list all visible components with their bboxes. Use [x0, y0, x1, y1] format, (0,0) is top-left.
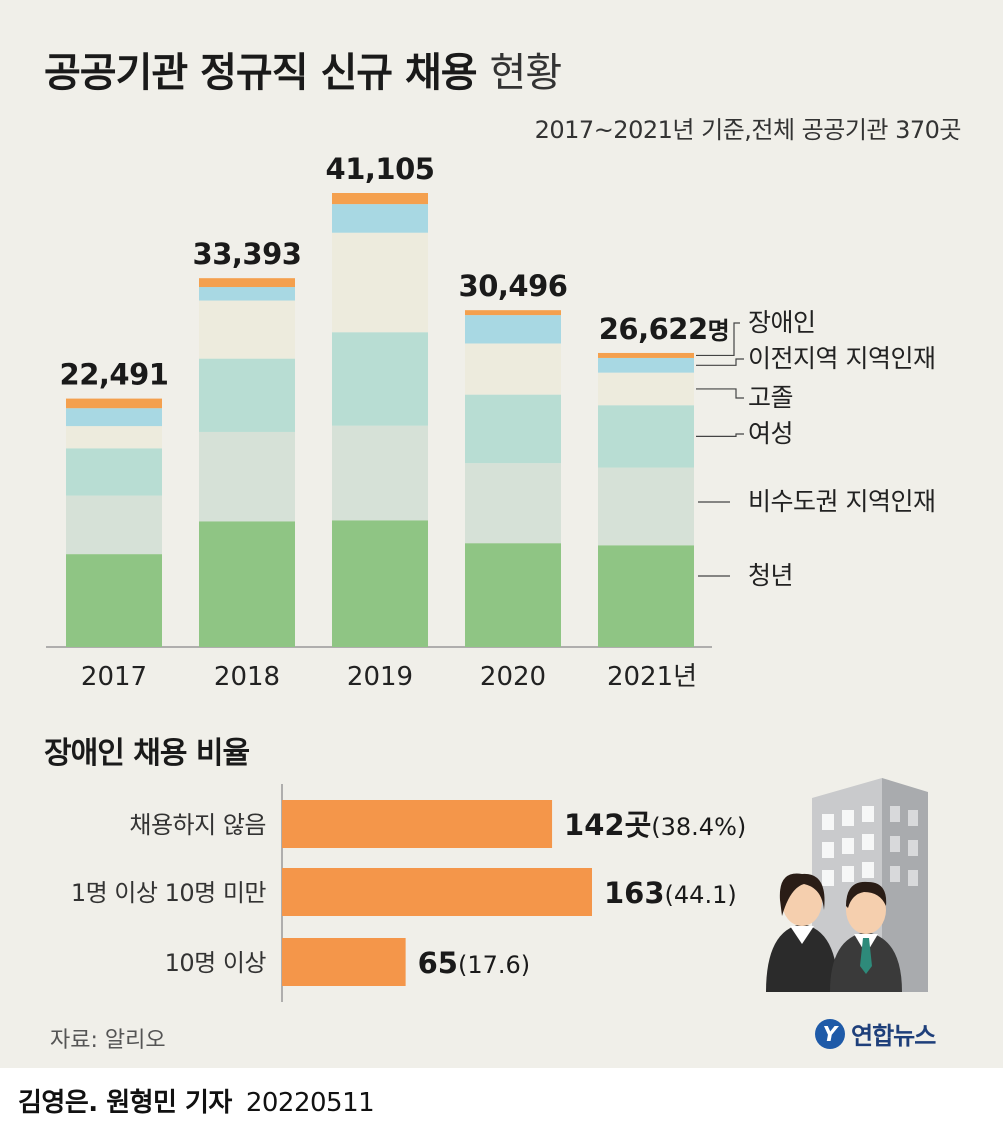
bar-segment-비수도권 지역인재-2021년: [598, 467, 694, 546]
yonhap-logo: Y 연합뉴스: [815, 1016, 936, 1051]
legend-label: 여성: [748, 419, 793, 448]
bar-segment-장애인-2019: [332, 193, 428, 205]
ratio-value-label: 163(44.1): [604, 876, 737, 910]
bar-segment-고졸-2017: [66, 426, 162, 449]
bar-segment-비수도권 지역인재-2017: [66, 495, 162, 555]
bar-segment-이전지역 지역인재-2021년: [598, 357, 694, 373]
source-note: 자료: 알리오: [50, 1028, 166, 1053]
bar-total-label: 33,393: [193, 237, 302, 271]
ratio-bar: [282, 868, 592, 916]
bar-segment-청년-2020: [465, 543, 561, 647]
bar-segment-비수도권 지역인재-2018: [199, 431, 295, 522]
ratio-chart-title: 장애인 채용 비율: [44, 736, 250, 771]
legend-label: 고졸: [748, 383, 793, 412]
ratio-category-label: 10명 이상: [165, 949, 267, 977]
bar-segment-이전지역 지역인재-2019: [332, 204, 428, 233]
legend-label: 비수도권 지역인재: [748, 487, 935, 516]
bar-segment-장애인-2021년: [598, 352, 694, 358]
bar-segment-청년-2018: [199, 521, 295, 647]
bar-segment-여성-2020: [465, 394, 561, 464]
subtitle: 2017~2021년 기준,전체 공공기관 370곳: [534, 116, 962, 144]
title-light: 현황: [489, 50, 563, 96]
yonhap-logo-text: 연합뉴스: [851, 1022, 936, 1050]
bar-segment-이전지역 지역인재-2017: [66, 408, 162, 427]
x-tick-label: 2021년: [607, 662, 697, 692]
publish-date: 20220511: [245, 1088, 375, 1118]
reporter-credit: 김영은. 원형민 기자 20220511: [18, 1082, 375, 1119]
ratio-percent-label: (44.1): [665, 881, 737, 909]
reporter-names: 김영은. 원형민 기자: [18, 1088, 232, 1118]
ratio-category-label: 1명 이상 10명 미만: [71, 879, 267, 907]
bar-segment-고졸-2018: [199, 300, 295, 359]
ratio-value-label: 142곳(38.4%): [564, 808, 746, 842]
bar-total-label: 26,622명: [599, 312, 730, 346]
ratio-percent-label: (17.6): [458, 951, 530, 979]
stacked-bar-chart: 22,491 2017 33,393 2018 41,105 2019 30,496 2020…: [46, 152, 936, 692]
ratio-value-label: 65(17.6): [418, 946, 531, 980]
bar-segment-고졸-2021년: [598, 372, 694, 406]
bar-segment-이전지역 지역인재-2020: [465, 315, 561, 344]
legend-leader-line: [696, 388, 744, 399]
legend-leader-line: [696, 433, 744, 437]
legend-label: 이전지역 지역인재: [748, 344, 935, 373]
office-workers-building-illustration: [766, 778, 928, 992]
ratio-percent-label: (38.4%): [651, 813, 746, 841]
bar-segment-장애인-2020: [465, 310, 561, 316]
bar-segment-비수도권 지역인재-2019: [332, 425, 428, 521]
bar-total-label: 30,496: [459, 269, 568, 303]
bar-segment-이전지역 지역인재-2018: [199, 287, 295, 301]
bar-segment-청년-2021년: [598, 545, 694, 647]
ratio-bar: [282, 800, 553, 848]
bar-total-label: 41,105: [326, 152, 435, 186]
total-unit: 명: [708, 317, 730, 345]
bar-segment-장애인-2017: [66, 398, 162, 409]
bar-segment-여성-2018: [199, 358, 295, 432]
bar-segment-청년-2017: [66, 554, 162, 647]
legend-label: 청년: [748, 561, 793, 590]
bar-segment-고졸-2020: [465, 343, 561, 395]
x-tick-label: 2020: [480, 662, 546, 692]
bar-segment-여성-2019: [332, 332, 428, 426]
footer-bar: 김영은. 원형민 기자 20220511: [0, 1068, 1003, 1128]
x-tick-label: 2017: [81, 662, 147, 692]
bar-segment-여성-2017: [66, 448, 162, 496]
bar-segment-여성-2021년: [598, 405, 694, 468]
title-bold: 공공기관 정규직 신규 채용: [44, 50, 478, 96]
bar-total-label: 22,491: [60, 358, 169, 392]
bar-segment-고졸-2019: [332, 232, 428, 333]
page-title: 공공기관 정규직 신규 채용 현황: [44, 40, 563, 98]
legend-leader-line: [696, 322, 740, 357]
bar-segment-장애인-2018: [199, 278, 295, 288]
x-tick-label: 2019: [347, 662, 413, 692]
ratio-category-label: 채용하지 않음: [129, 811, 266, 839]
bar-segment-비수도권 지역인재-2020: [465, 463, 561, 544]
yonhap-logo-icon: Y: [815, 1018, 845, 1049]
ratio-bar: [282, 938, 406, 986]
horizontal-bar-chart: 채용하지 않음 142곳(38.4%) 1명 이상 10명 미만 163(44.1) 1…: [71, 784, 746, 1002]
bar-segment-청년-2019: [332, 520, 428, 647]
x-tick-label: 2018: [214, 662, 280, 692]
legend-label: 장애인: [748, 308, 816, 337]
legend-leader-line: [696, 358, 744, 366]
